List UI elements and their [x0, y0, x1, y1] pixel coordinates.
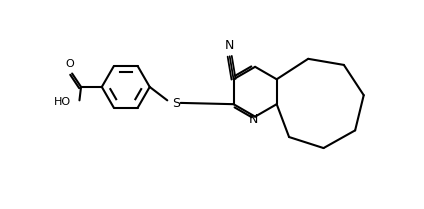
Text: N: N [249, 113, 258, 126]
Text: N: N [225, 39, 234, 52]
Text: HO: HO [53, 97, 70, 107]
Text: S: S [172, 97, 180, 110]
Text: O: O [65, 59, 74, 69]
